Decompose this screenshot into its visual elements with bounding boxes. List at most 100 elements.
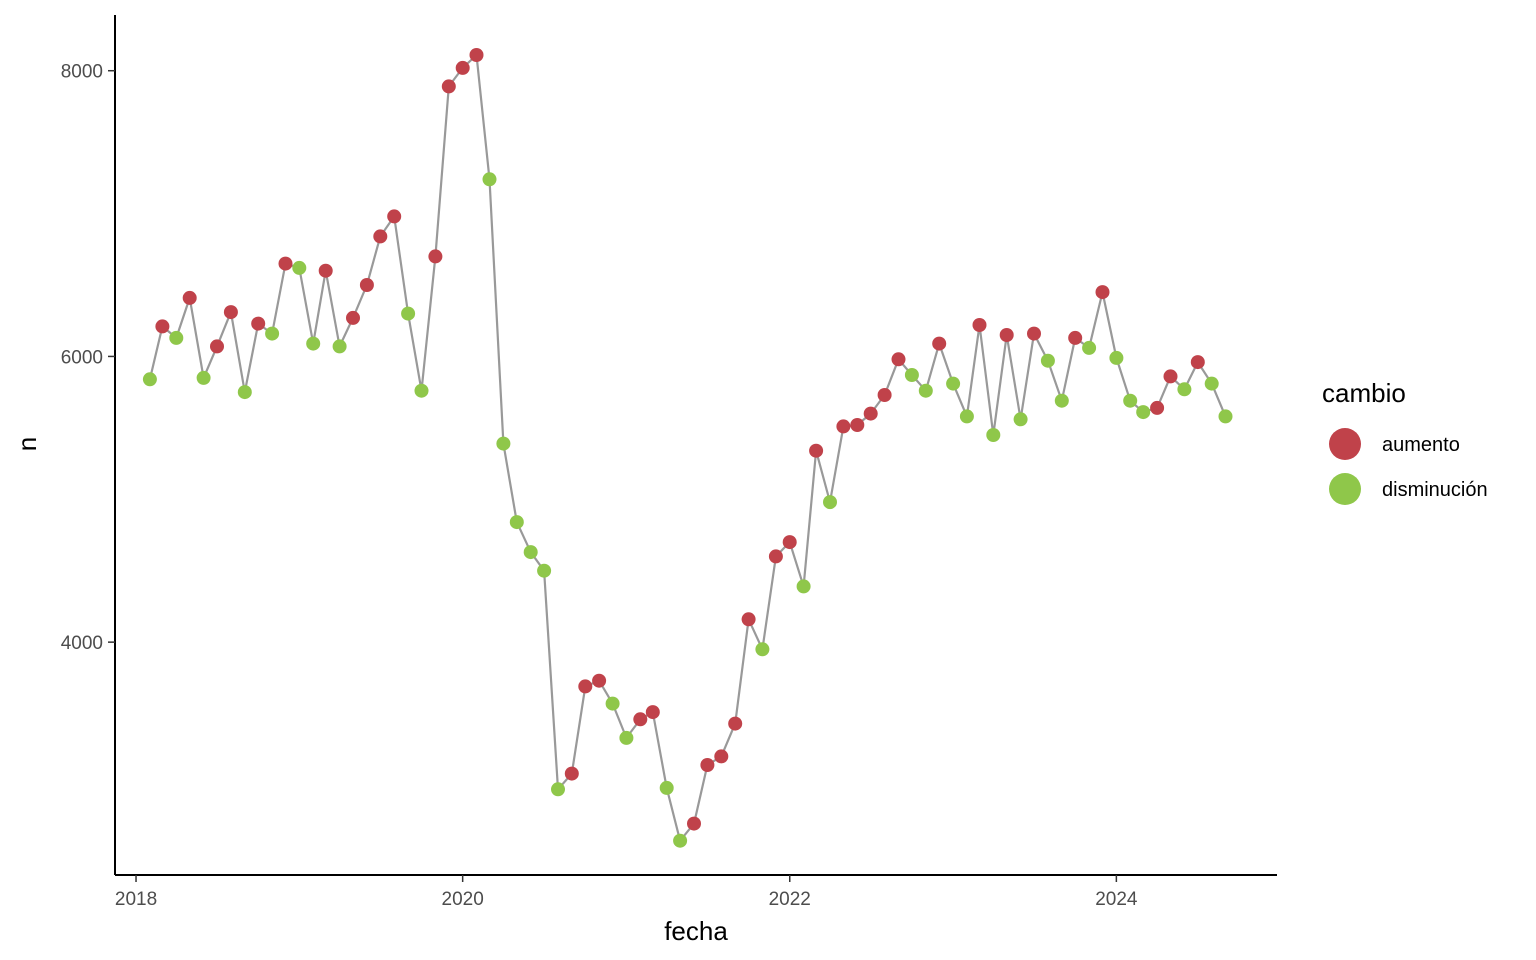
legend-key-disminución — [1329, 473, 1361, 505]
axes: 4000 6000 8000 2018 2020 2022 2024 — [61, 15, 1277, 910]
data-point-aumento — [809, 443, 824, 458]
data-point-disminución — [142, 372, 157, 387]
data-point-aumento — [251, 316, 266, 331]
data-point-aumento — [223, 305, 238, 320]
data-point-aumento — [1190, 355, 1205, 370]
y-tick-label: 6000 — [61, 347, 103, 368]
data-point-disminución — [169, 330, 184, 345]
legend-items: aumento disminución — [1329, 428, 1488, 505]
data-point-disminución — [659, 780, 674, 795]
data-point-aumento — [318, 263, 333, 278]
x-tick-label: 2020 — [442, 889, 484, 910]
data-point-aumento — [932, 336, 947, 351]
legend-key-aumento — [1329, 428, 1361, 460]
data-point-disminución — [237, 385, 252, 400]
data-point-disminución — [673, 833, 688, 848]
data-points-layer — [142, 48, 1233, 848]
data-point-disminución — [1204, 376, 1219, 391]
data-point-aumento — [891, 352, 906, 367]
data-point-disminución — [523, 545, 538, 560]
data-point-aumento — [1150, 400, 1165, 415]
legend-label: disminución — [1382, 479, 1488, 501]
data-point-disminución — [918, 383, 933, 398]
data-point-disminución — [482, 172, 497, 187]
data-point-aumento — [645, 705, 660, 720]
data-point-disminución — [496, 436, 511, 451]
data-point-aumento — [700, 758, 715, 772]
data-point-aumento — [387, 209, 402, 224]
data-point-aumento — [155, 319, 170, 334]
data-point-disminución — [537, 563, 552, 578]
x-tick-label: 2024 — [1095, 889, 1138, 910]
data-point-disminución — [306, 336, 321, 351]
data-point-aumento — [741, 612, 756, 627]
data-point-disminución — [265, 326, 280, 341]
legend: cambio aumento disminución — [1322, 378, 1488, 505]
data-point-aumento — [768, 549, 783, 564]
data-point-aumento — [687, 816, 701, 831]
y-tick-label: 8000 — [61, 62, 103, 83]
data-point-disminución — [401, 306, 416, 321]
data-point-disminución — [796, 579, 811, 594]
legend-label: aumento — [1382, 434, 1460, 456]
data-point-disminución — [1136, 405, 1151, 420]
series-line-layer — [148, 53, 1227, 842]
data-point-aumento — [564, 766, 579, 781]
data-point-aumento — [633, 712, 648, 727]
data-point-aumento — [1163, 369, 1178, 384]
x-tick-label: 2018 — [115, 889, 157, 910]
data-point-disminución — [332, 339, 347, 354]
data-point-aumento — [373, 229, 388, 244]
data-point-disminución — [605, 696, 620, 711]
data-point-aumento — [359, 278, 374, 292]
x-axis-title: fecha — [664, 916, 728, 946]
data-point-disminución — [755, 642, 770, 657]
data-point-aumento — [455, 60, 470, 75]
data-point-disminución — [946, 376, 961, 391]
data-point-disminución — [619, 730, 634, 745]
data-point-aumento — [972, 318, 987, 332]
y-tick-label: 4000 — [61, 633, 103, 654]
data-point-disminución — [1040, 353, 1055, 368]
data-point-disminución — [1109, 350, 1124, 365]
data-point-disminución — [959, 409, 974, 424]
data-point-disminución — [986, 428, 1001, 442]
data-point-disminución — [414, 383, 429, 398]
data-point-disminución — [823, 495, 837, 510]
data-point-aumento — [836, 419, 851, 434]
data-point-disminución — [292, 260, 307, 275]
data-point-aumento — [863, 406, 878, 421]
data-point-disminución — [1177, 382, 1192, 397]
data-point-aumento — [999, 328, 1014, 342]
data-point-disminución — [1054, 393, 1069, 408]
data-point-disminución — [196, 370, 211, 385]
data-point-aumento — [728, 716, 743, 731]
data-point-aumento — [346, 310, 360, 325]
data-point-aumento — [877, 388, 892, 402]
data-point-aumento — [1095, 285, 1110, 300]
data-point-aumento — [278, 256, 293, 271]
data-point-aumento — [592, 673, 607, 688]
legend-title: cambio — [1322, 378, 1406, 408]
data-point-aumento — [578, 679, 593, 694]
y-axis-title: n — [12, 437, 42, 451]
data-point-disminución — [904, 368, 919, 382]
data-point-aumento — [782, 535, 797, 550]
data-point-aumento — [850, 418, 865, 432]
data-point-aumento — [210, 339, 224, 354]
data-point-disminución — [1218, 409, 1233, 424]
data-point-disminución — [1013, 412, 1028, 427]
data-point-disminución — [1123, 393, 1138, 408]
data-point-disminución — [509, 515, 524, 530]
x-tick-label: 2022 — [769, 889, 811, 910]
data-point-disminución — [551, 782, 565, 797]
data-point-aumento — [441, 79, 456, 94]
data-point-aumento — [1068, 330, 1083, 345]
series-line — [148, 53, 1227, 842]
data-point-aumento — [428, 249, 443, 264]
data-point-aumento — [714, 749, 729, 764]
data-point-aumento — [469, 48, 484, 62]
data-point-aumento — [1027, 326, 1041, 341]
